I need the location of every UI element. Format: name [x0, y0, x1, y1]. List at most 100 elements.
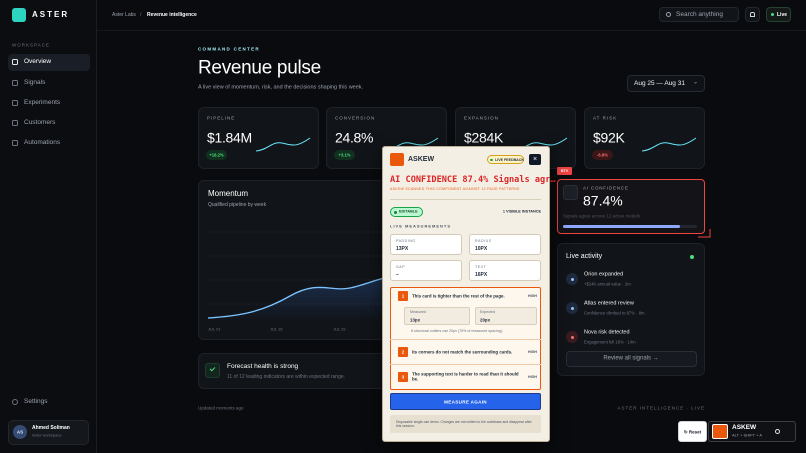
- issue-severity: HIGH: [528, 374, 537, 379]
- confidence-note: Signals agree across 12 active models: [563, 213, 641, 219]
- momentum-title: Momentum: [208, 189, 249, 199]
- review-button-label: Review all signals →: [603, 355, 659, 362]
- activity-item-title: Atlas entered review: [584, 300, 634, 307]
- measured-label: Measured: [410, 309, 426, 314]
- nav-item: Experiments: [24, 99, 61, 107]
- dock-icon: [712, 424, 728, 439]
- live-dot: [771, 13, 774, 16]
- nav-active: [8, 54, 90, 71]
- measure-button-label: MEASURE AGAIN: [444, 398, 487, 404]
- askew-brand: ASKEW: [408, 155, 435, 163]
- dock-name: ASKEW: [732, 424, 757, 432]
- activity-item-title: Nova risk detected: [584, 329, 630, 336]
- issue-divider: [390, 339, 541, 340]
- expected-value: 20px: [480, 317, 491, 323]
- nav-icon[interactable]: [12, 140, 18, 146]
- reset-button[interactable]: [678, 421, 707, 442]
- kpi-label: AT RISK: [593, 115, 618, 121]
- measurement-value: 13PX: [396, 245, 409, 252]
- activity-item-meta: Engagement fell 18% · 14m: [584, 339, 636, 345]
- kpi-change: +18.2%: [209, 152, 224, 158]
- activity-icon-dot: [571, 307, 574, 310]
- brand: ASTER: [32, 10, 70, 20]
- activity-item-meta: Confidence climbed to 87% · 8m: [584, 310, 645, 316]
- issue-severity: HIGH: [528, 349, 537, 354]
- topbar-divider: [97, 30, 806, 31]
- kpi-badge: [334, 150, 355, 160]
- forecast-text: 11 of 12 leading indicators are within e…: [227, 374, 346, 380]
- measure-button[interactable]: [390, 393, 541, 410]
- date-range: Aug 25 — Aug 31: [634, 80, 685, 88]
- measurement-label: GAP: [396, 264, 406, 269]
- settings-icon[interactable]: [12, 399, 18, 405]
- confidence-tag: [557, 167, 572, 175]
- close-button[interactable]: [529, 154, 541, 165]
- section-label: WORKSPACE: [12, 42, 50, 48]
- breadcrumb: Aster Labs: [112, 12, 136, 18]
- nav-icon[interactable]: [12, 80, 18, 86]
- search-box[interactable]: [659, 7, 739, 22]
- nav-item: Overview: [24, 58, 52, 66]
- issue-number-box: [398, 372, 408, 382]
- measurement-label: PADDING: [396, 238, 416, 243]
- progress-fill: [563, 225, 680, 228]
- avatar-initials: AS: [16, 429, 24, 435]
- updated-note: Updated moments ago: [198, 405, 244, 411]
- feedback-badge-label: LIVE FEEDBACK: [495, 157, 524, 162]
- issue-divider: [390, 364, 541, 365]
- activity-item-title: Orion expanded: [584, 271, 624, 278]
- measurement-box: [469, 234, 541, 255]
- measurement-box: [390, 260, 462, 281]
- issue-text: This card is tighter than the rest of th…: [412, 293, 505, 299]
- status-dot: [394, 210, 397, 214]
- date-picker[interactable]: [627, 75, 705, 92]
- askew-icon: [390, 153, 404, 166]
- sidebar: [0, 0, 97, 453]
- breadcrumb-separator: /: [140, 12, 142, 18]
- breadcrumb-current: Revenue intelligence: [147, 12, 197, 18]
- confidence-label: AI CONFIDENCE: [583, 185, 629, 191]
- confidence-value: 87.4%: [583, 192, 623, 209]
- issue-severity: HIGH: [528, 293, 537, 298]
- kpi-change: -6.8%: [597, 152, 608, 158]
- askew-dock[interactable]: [708, 421, 796, 442]
- expected-box: [475, 307, 537, 325]
- avatar: [13, 425, 27, 439]
- nav-settings: Settings: [24, 398, 48, 406]
- nav-icon[interactable]: [12, 59, 18, 65]
- measurement-value: –: [396, 271, 399, 278]
- forecast-icon: [205, 363, 220, 378]
- measurement-value: 10PX: [475, 245, 488, 252]
- confidence-icon: [563, 185, 578, 200]
- date-caret: ⌄: [693, 79, 699, 86]
- nav-item: Automations: [24, 139, 61, 147]
- panel-title: AI CONFIDENCE 87.4% Signals agr…: [390, 174, 556, 185]
- activity-dot: [690, 255, 694, 259]
- measurement-box: [390, 234, 462, 255]
- nav-icon[interactable]: [12, 120, 18, 126]
- review-button[interactable]: [566, 351, 697, 367]
- close-icon: ×: [532, 155, 538, 163]
- activity-icon-dot: [571, 336, 574, 339]
- kpi-label: EXPANSION: [464, 115, 499, 121]
- issue-number: 3: [401, 374, 405, 380]
- status-label: EDITABLE: [399, 209, 418, 214]
- activity-icon-dot: [571, 278, 574, 281]
- bell-icon: [750, 12, 755, 17]
- user-name: Ahmed Soliman: [32, 425, 70, 431]
- kpi-change: +3.1%: [338, 152, 351, 158]
- nav-icon[interactable]: [12, 100, 18, 106]
- notifications-button[interactable]: [745, 7, 760, 22]
- kpi-label: CONVERSION: [335, 115, 376, 121]
- live-button[interactable]: [766, 7, 791, 22]
- nav-item: Signals: [24, 79, 46, 87]
- disclaimer: Disposable single-use demo. Changes are …: [396, 419, 532, 428]
- activity-item-meta: +$24K annual value · 2m: [584, 281, 631, 287]
- reset-label: ↻ Reset: [683, 428, 702, 434]
- kpi-label: PIPELINE: [207, 115, 236, 121]
- logo-icon: [12, 8, 26, 22]
- measurement-label: RADIUS: [475, 238, 492, 243]
- status-badge: [390, 207, 423, 217]
- panel-subtitle: ASKEW SCANNED THIS COMPONENT AGAINST 12 …: [390, 186, 520, 191]
- activity-title: Live activity: [566, 252, 603, 260]
